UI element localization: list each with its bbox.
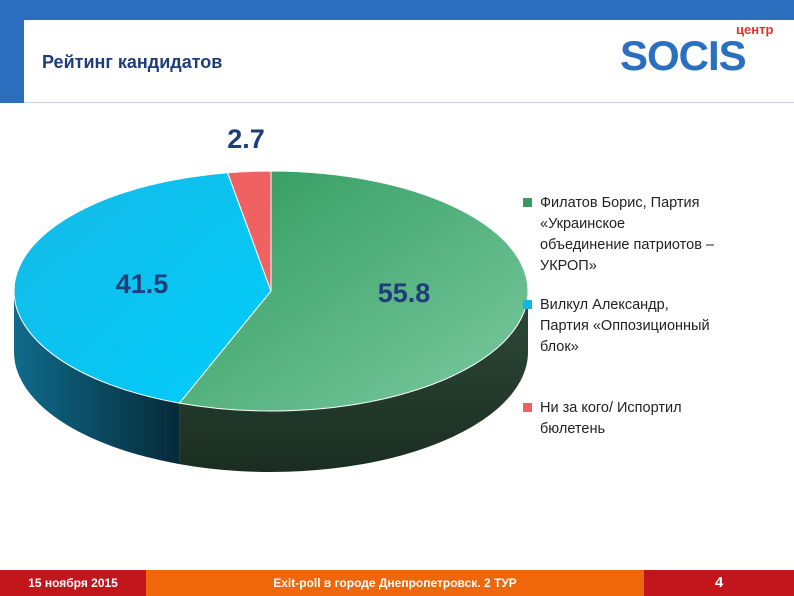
legend-item: Ни за кого/ Испортил бюлетень <box>523 398 682 440</box>
pie-slice-vilkul-side <box>14 291 180 465</box>
legend-label-line: Партия «Оппозиционный <box>540 318 710 334</box>
legend-label-line: Филатов Борис, Партия <box>540 195 700 211</box>
legend-swatch <box>523 300 532 309</box>
top-bar <box>0 0 794 20</box>
pie-slice-vilkul <box>13 172 272 404</box>
pie-top-group <box>13 170 529 412</box>
data-label-filatov: 55.8 <box>378 278 431 308</box>
pie-slice-none <box>226 170 272 292</box>
pie-side-group <box>14 291 528 472</box>
footer-page-number: 4 <box>644 570 794 596</box>
pie-slice-filatov <box>178 170 529 412</box>
footer-date: 15 ноября 2015 <box>0 570 146 596</box>
data-label-vilkul: 41.5 <box>116 269 169 299</box>
legend-label-line: объединение патриотов – <box>540 237 715 253</box>
legend-label-line: блок» <box>540 339 579 355</box>
legend-label-line: «Украинское <box>540 216 626 232</box>
legend-swatch <box>523 403 532 412</box>
pie-chart: 55.8 41.5 2.7 <box>13 124 529 472</box>
legend-label-line: УКРОП» <box>540 258 597 274</box>
footer: 15 ноября 2015 Exit-poll в городе Днепро… <box>0 570 794 596</box>
logo-subtitle: центр <box>736 22 774 37</box>
legend-item: Филатов Борис, Партия «Украинское объедине… <box>523 193 715 277</box>
legend-swatch <box>523 198 532 207</box>
footer-caption: Exit-poll в городе Днепропетровск. 2 ТУР <box>146 570 644 596</box>
pie-slice-filatov-side <box>179 291 528 472</box>
legend-label-line: Ни за кого/ Испортил <box>540 400 682 416</box>
legend-label-line: Вилкул Александр, <box>540 297 669 313</box>
data-label-none: 2.7 <box>227 124 265 154</box>
page-title: Рейтинг кандидатов <box>42 52 223 72</box>
pie-labels-group: 55.8 41.5 2.7 <box>116 124 431 308</box>
left-accent-bar <box>0 0 24 103</box>
logo-wordmark: SOCIS <box>620 32 747 79</box>
title-divider <box>24 102 794 103</box>
legend-label-line: бюлетень <box>540 421 606 437</box>
legend-item: Вилкул Александр, Партия «Оппозиционный бл… <box>523 295 710 358</box>
